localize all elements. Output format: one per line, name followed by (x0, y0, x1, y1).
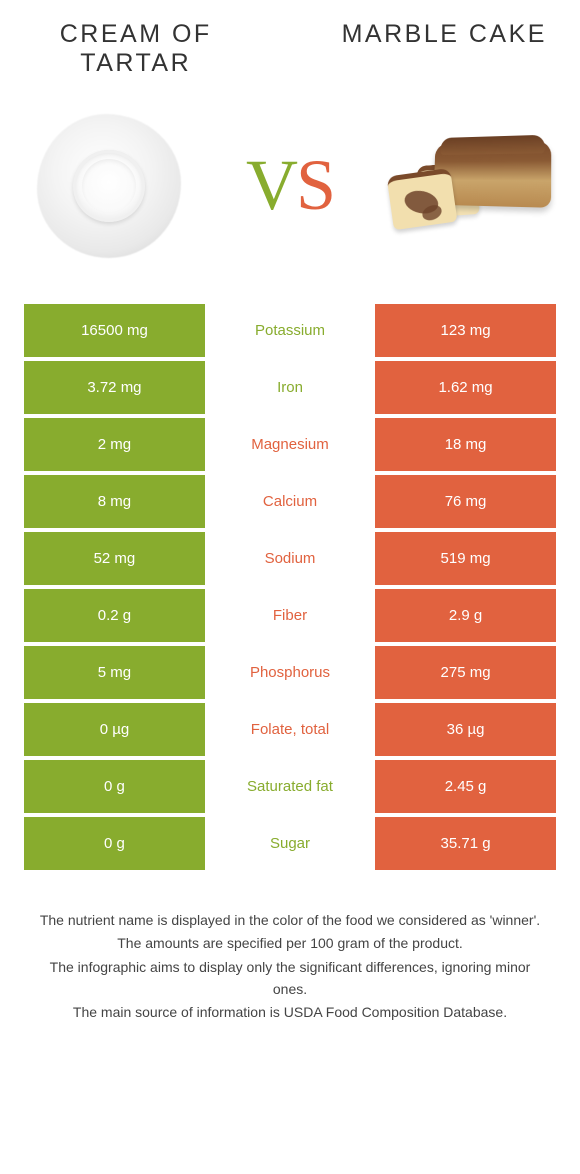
nutrient-name-cell: Phosphorus (205, 646, 375, 699)
right-food-image (386, 101, 556, 271)
left-food-image (24, 101, 194, 271)
nutrient-table: 16500 mgPotassium123 mg3.72 mgIron1.62 m… (24, 304, 556, 870)
left-value-cell: 8 mg (24, 475, 205, 528)
nutrient-name-cell: Magnesium (205, 418, 375, 471)
right-value-cell: 123 mg (375, 304, 556, 357)
table-row: 0 gSaturated fat2.45 g (24, 760, 556, 813)
table-row: 3.72 mgIron1.62 mg (24, 361, 556, 414)
images-row: VS (24, 96, 556, 276)
left-value-cell: 5 mg (24, 646, 205, 699)
footer-line-2: The amounts are specified per 100 gram o… (34, 933, 546, 955)
footer-line-4: The main source of information is USDA F… (34, 1002, 546, 1024)
right-value-cell: 519 mg (375, 532, 556, 585)
table-row: 0 µgFolate, total36 µg (24, 703, 556, 756)
right-value-cell: 76 mg (375, 475, 556, 528)
vs-s: S (296, 145, 334, 225)
footer-line-1: The nutrient name is displayed in the co… (34, 910, 546, 932)
table-row: 52 mgSodium519 mg (24, 532, 556, 585)
left-value-cell: 0 g (24, 817, 205, 870)
nutrient-name-cell: Calcium (205, 475, 375, 528)
left-value-cell: 0.2 g (24, 589, 205, 642)
left-value-cell: 0 µg (24, 703, 205, 756)
left-value-cell: 16500 mg (24, 304, 205, 357)
nutrient-name-cell: Saturated fat (205, 760, 375, 813)
nutrient-name-cell: Fiber (205, 589, 375, 642)
left-value-cell: 52 mg (24, 532, 205, 585)
nutrient-name-cell: Folate, total (205, 703, 375, 756)
left-value-cell: 3.72 mg (24, 361, 205, 414)
table-row: 8 mgCalcium76 mg (24, 475, 556, 528)
footer-notes: The nutrient name is displayed in the co… (24, 910, 556, 1024)
right-value-cell: 275 mg (375, 646, 556, 699)
nutrient-name-cell: Potassium (205, 304, 375, 357)
table-row: 16500 mgPotassium123 mg (24, 304, 556, 357)
table-row: 0.2 gFiber2.9 g (24, 589, 556, 642)
table-row: 2 mgMagnesium18 mg (24, 418, 556, 471)
right-value-cell: 36 µg (375, 703, 556, 756)
infographic-container: CREAM OF TARTAR MARBLE CAKE VS 16500 mgP… (0, 0, 580, 1046)
vs-label: VS (246, 144, 334, 227)
table-row: 0 gSugar35.71 g (24, 817, 556, 870)
right-value-cell: 1.62 mg (375, 361, 556, 414)
nutrient-name-cell: Sugar (205, 817, 375, 870)
left-value-cell: 0 g (24, 760, 205, 813)
table-row: 5 mgPhosphorus275 mg (24, 646, 556, 699)
right-value-cell: 2.45 g (375, 760, 556, 813)
right-value-cell: 18 mg (375, 418, 556, 471)
titles-row: CREAM OF TARTAR MARBLE CAKE (24, 20, 556, 78)
nutrient-name-cell: Iron (205, 361, 375, 414)
right-value-cell: 2.9 g (375, 589, 556, 642)
left-title: CREAM OF TARTAR (24, 20, 247, 78)
right-value-cell: 35.71 g (375, 817, 556, 870)
right-title: MARBLE CAKE (333, 20, 556, 78)
footer-line-3: The infographic aims to display only the… (34, 957, 546, 1000)
left-value-cell: 2 mg (24, 418, 205, 471)
vs-v: V (246, 145, 296, 225)
nutrient-name-cell: Sodium (205, 532, 375, 585)
